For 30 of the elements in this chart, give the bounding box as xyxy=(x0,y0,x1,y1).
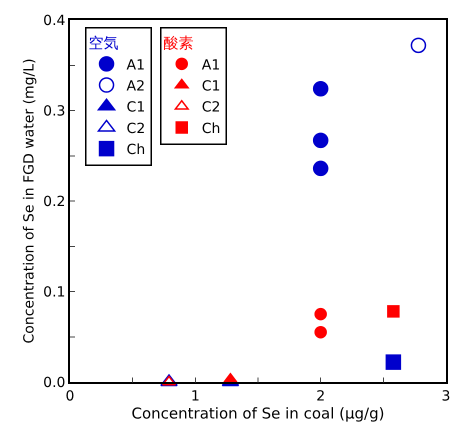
point xyxy=(314,326,327,338)
point xyxy=(410,38,426,54)
legend-label: A1 xyxy=(126,57,146,74)
y-axis-title: Concentration of Se in FGD water (mg/L) xyxy=(21,58,38,344)
x-tick-label: 3 xyxy=(442,388,450,405)
legend-label: C2 xyxy=(202,100,220,116)
legend-label: Ch xyxy=(126,142,146,158)
point xyxy=(314,308,327,320)
point xyxy=(386,354,402,370)
y-tick-label: 0.2 xyxy=(43,194,66,210)
legend-label: A1 xyxy=(202,57,220,74)
point xyxy=(312,132,328,148)
point xyxy=(312,160,328,176)
x-tick-label: 2 xyxy=(316,388,326,405)
point xyxy=(312,81,328,97)
legend-label: C2 xyxy=(126,120,146,137)
x-tick-label: 0 xyxy=(66,388,74,405)
text: 0.0 xyxy=(43,374,66,391)
annotation: 空気 xyxy=(88,34,119,52)
x-tick-label: 1 xyxy=(190,388,200,405)
legend-label: A2 xyxy=(126,78,146,94)
y-tick-label: 0.3 xyxy=(43,103,66,120)
point xyxy=(387,305,400,318)
x-axis-title: Concentration of Se in coal (μg/g) xyxy=(132,404,384,423)
y-tick-label: 0.1 xyxy=(43,284,66,300)
legend-label: C1 xyxy=(126,100,146,116)
annotation: 酸素 xyxy=(164,34,194,52)
y-tick-label: 0.4 xyxy=(43,12,66,29)
legend-label: Ch xyxy=(202,120,220,137)
legend-label: C1 xyxy=(202,78,220,94)
